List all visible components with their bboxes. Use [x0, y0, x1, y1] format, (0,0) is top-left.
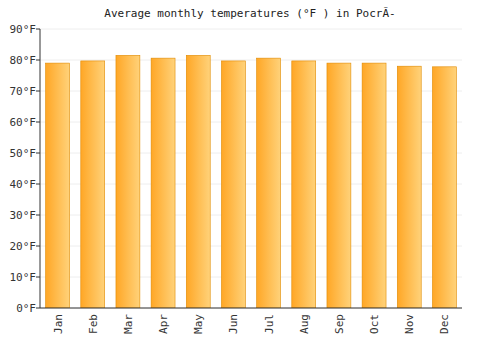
- x-tick-label: Jul: [263, 314, 276, 334]
- y-tick-label: 40°F: [10, 178, 37, 191]
- y-tick: [36, 122, 40, 123]
- bar: [362, 63, 386, 308]
- y-tick-label: 70°F: [10, 85, 37, 98]
- chart: Average monthly temperatures (°F ) in Po…: [0, 0, 500, 350]
- y-tick-label: 0°F: [16, 302, 36, 315]
- x-tick-label: Nov: [403, 314, 416, 334]
- y-tick-label: 10°F: [10, 271, 37, 284]
- bar: [257, 58, 281, 308]
- y-axis: [40, 29, 41, 308]
- grid-line: [40, 29, 462, 30]
- y-tick: [36, 184, 40, 185]
- x-tick-label: Oct: [368, 314, 381, 334]
- x-tick-label: Sep: [333, 314, 346, 334]
- x-tick-label: Jun: [227, 314, 240, 334]
- bar: [151, 58, 175, 308]
- bar: [81, 61, 105, 308]
- x-tick-label: May: [192, 314, 205, 334]
- grid-line: [40, 308, 462, 309]
- bar: [116, 55, 140, 308]
- x-tick-label: Jan: [52, 314, 65, 334]
- y-tick: [36, 308, 40, 309]
- y-tick-label: 80°F: [10, 54, 37, 67]
- x-axis: [40, 308, 462, 309]
- title: Average monthly temperatures (°F ) in Po…: [104, 7, 395, 20]
- y-tick: [36, 60, 40, 61]
- y-tick: [36, 246, 40, 247]
- y-tick-label: 50°F: [10, 147, 37, 160]
- x-tick-label: Apr: [157, 314, 170, 334]
- x-tick-label: Mar: [122, 314, 135, 334]
- bar: [432, 67, 456, 308]
- bar: [327, 63, 351, 308]
- x-tick-label: Feb: [87, 314, 100, 334]
- x-tick-label: Dec: [438, 314, 451, 334]
- bars: [46, 55, 457, 308]
- y-tick-label: 30°F: [10, 209, 37, 222]
- y-tick: [36, 153, 40, 154]
- bar: [46, 63, 70, 308]
- bar: [292, 61, 316, 308]
- y-tick: [36, 277, 40, 278]
- y-tick-label: 60°F: [10, 116, 37, 129]
- grid-line: [40, 60, 462, 61]
- bar: [186, 55, 210, 308]
- y-tick-label: 20°F: [10, 240, 37, 253]
- y-tick: [36, 215, 40, 216]
- x-tick-label: Aug: [298, 314, 311, 334]
- bar: [221, 61, 245, 308]
- bar: [397, 66, 421, 308]
- y-tick: [36, 91, 40, 92]
- y-tick-label: 90°F: [10, 23, 37, 36]
- y-tick: [36, 29, 40, 30]
